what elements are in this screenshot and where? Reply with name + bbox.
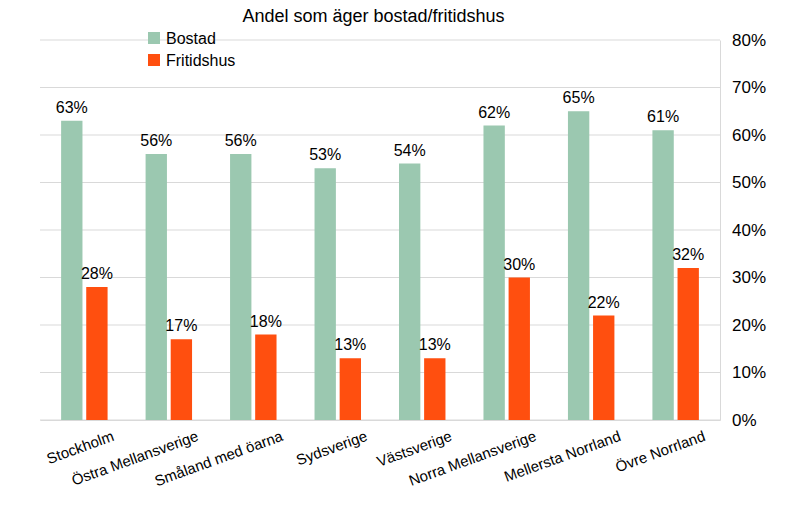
data-label: 17% — [165, 317, 197, 334]
grid-line — [40, 230, 720, 231]
data-labels: 63% 56% 56% 53% 54% 62% 65% 61% 28% 17% 18% 13% 13% 3… — [56, 89, 704, 353]
bar — [678, 268, 699, 420]
tick-label: 0% — [732, 411, 757, 430]
tick: 80% — [720, 31, 766, 50]
tick-label: 50% — [732, 173, 766, 192]
grid-line — [40, 182, 720, 183]
legend: Bostad Fritidshus — [148, 30, 235, 69]
bar — [146, 154, 167, 420]
tick-label: 10% — [732, 363, 766, 382]
legend-label: Fritidshus — [166, 52, 235, 69]
tick-label: Småland med öarna — [152, 427, 285, 489]
tick: 40% — [720, 221, 766, 240]
bar — [255, 335, 276, 421]
tick: 50% — [720, 173, 766, 192]
bar — [315, 168, 336, 420]
tick-label: Sydsverige — [294, 427, 370, 468]
plot: 0% 10% 20% 30% 40% 50% 60% 70% 80% StockholmÖstra… — [40, 30, 766, 490]
tick-label: 60% — [732, 126, 766, 145]
grid-line — [40, 325, 720, 326]
y-axis: 0% 10% 20% 30% 40% 50% 60% 70% 80% — [720, 31, 766, 430]
grid — [40, 40, 720, 420]
data-label: 56% — [140, 132, 172, 149]
chart: Andel som äger bostad/fritidshus 0% 10% 20%… — [0, 0, 787, 513]
data-label: 56% — [225, 132, 257, 149]
grid-line — [40, 87, 720, 88]
bar — [483, 126, 504, 421]
data-label: 53% — [309, 146, 341, 163]
data-label: 22% — [588, 294, 620, 311]
bar — [593, 316, 614, 421]
tick: 70% — [720, 78, 766, 97]
bar — [424, 358, 445, 420]
tick: Småland med öarna — [152, 420, 285, 489]
data-label: 30% — [503, 256, 535, 273]
tick-label: Övre Norrland — [613, 427, 707, 475]
tick: 10% — [720, 363, 766, 382]
x-axis: StockholmÖstra MellansverigeSmåland med … — [41, 420, 721, 489]
tick-label: 30% — [732, 268, 766, 287]
bars — [61, 111, 699, 420]
bar — [399, 164, 420, 421]
grid-line — [40, 372, 720, 373]
axis-line — [720, 41, 721, 421]
bar — [61, 121, 82, 420]
tick-label: 70% — [732, 78, 766, 97]
data-label: 18% — [250, 313, 282, 330]
data-label: 13% — [419, 336, 451, 353]
tick: 0% — [720, 411, 757, 430]
grid-line — [40, 277, 720, 278]
data-label: 28% — [81, 265, 113, 282]
bar — [230, 154, 251, 420]
bar — [652, 130, 673, 420]
tick-label: Mellersta Norrland — [502, 427, 623, 485]
data-label: 32% — [672, 246, 704, 263]
data-label: 54% — [394, 142, 426, 159]
data-label: 13% — [334, 336, 366, 353]
data-label: 61% — [647, 108, 679, 125]
legend-label: Bostad — [166, 30, 216, 47]
tick: Sydsverige — [294, 420, 370, 468]
legend-swatch — [148, 54, 160, 66]
legend-item: Bostad — [148, 30, 216, 47]
bar — [340, 358, 361, 420]
tick: 20% — [720, 316, 766, 335]
bar — [509, 278, 530, 421]
grid-line — [40, 420, 720, 421]
data-label: 63% — [56, 99, 88, 116]
bar — [86, 287, 107, 420]
data-label: 62% — [478, 104, 510, 121]
grid-line — [40, 40, 720, 41]
legend-item: Fritidshus — [148, 52, 235, 69]
legend-swatch — [148, 32, 160, 44]
tick: 30% — [720, 268, 766, 287]
title: Andel som äger bostad/fritidshus — [242, 6, 504, 26]
tick-label: 40% — [732, 221, 766, 240]
data-label: 65% — [563, 89, 595, 106]
tick-label: 20% — [732, 316, 766, 335]
bar — [171, 339, 192, 420]
tick: 60% — [720, 126, 766, 145]
tick: Övre Norrland — [613, 420, 707, 475]
tick: Mellersta Norrland — [502, 420, 623, 485]
axis-line — [41, 420, 721, 421]
bar — [568, 111, 589, 420]
tick-label: 80% — [732, 31, 766, 50]
